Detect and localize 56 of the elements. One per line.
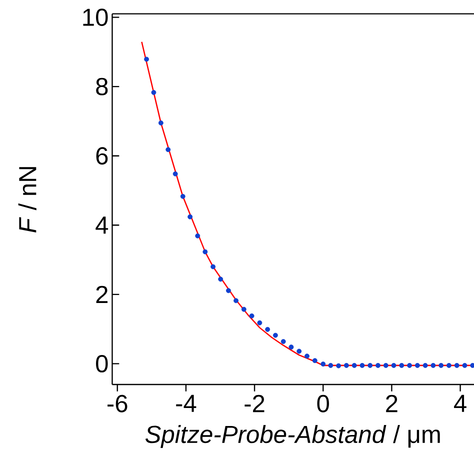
point [288, 344, 294, 350]
point [280, 339, 286, 344]
point [272, 333, 278, 338]
point [312, 358, 318, 364]
point [399, 363, 404, 368]
x-tick-label: 2 [386, 395, 398, 412]
point [158, 120, 164, 126]
point [249, 314, 254, 319]
y-tick-label: 6 [96, 147, 108, 165]
point [257, 320, 262, 326]
y-tick-label: 10 [83, 8, 108, 26]
point [226, 288, 231, 294]
point [234, 298, 238, 304]
point [210, 264, 216, 270]
point [265, 327, 270, 332]
point [360, 363, 365, 368]
point [454, 363, 460, 368]
y-axis-title: F / nN [18, 167, 36, 233]
point [422, 363, 428, 368]
point [446, 363, 452, 368]
point [344, 363, 349, 368]
point [144, 56, 149, 62]
point [180, 194, 186, 200]
x-tick-label: 0 [317, 395, 329, 413]
point [304, 354, 310, 359]
y-tick-label: 8 [96, 78, 108, 96]
y-tick-label: 4 [96, 216, 108, 234]
point [336, 363, 342, 368]
y-tick-label: 2 [96, 286, 108, 304]
point [218, 276, 224, 282]
point [438, 363, 444, 368]
x-tick-label: -2 [244, 395, 264, 412]
point [328, 363, 334, 368]
x-tick-label: -4 [176, 395, 196, 412]
x-axis-title: Spitze-Probe-Abstand / μm [145, 425, 440, 448]
x-tick-label: 4 [454, 395, 466, 412]
x-tick-label: -6 [108, 395, 128, 413]
point [188, 214, 193, 220]
point [383, 363, 388, 368]
point [241, 307, 246, 312]
point [430, 363, 436, 368]
y-tick-label: 0 [96, 355, 108, 373]
point [320, 362, 326, 367]
point [151, 90, 156, 96]
point [462, 363, 468, 368]
point [195, 234, 200, 239]
point [352, 363, 357, 368]
point [391, 363, 396, 368]
point [414, 363, 420, 368]
point [202, 250, 208, 254]
point [296, 348, 302, 354]
point [376, 363, 380, 368]
point [172, 172, 178, 177]
point [407, 363, 412, 368]
point [166, 147, 171, 152]
point [368, 363, 373, 368]
